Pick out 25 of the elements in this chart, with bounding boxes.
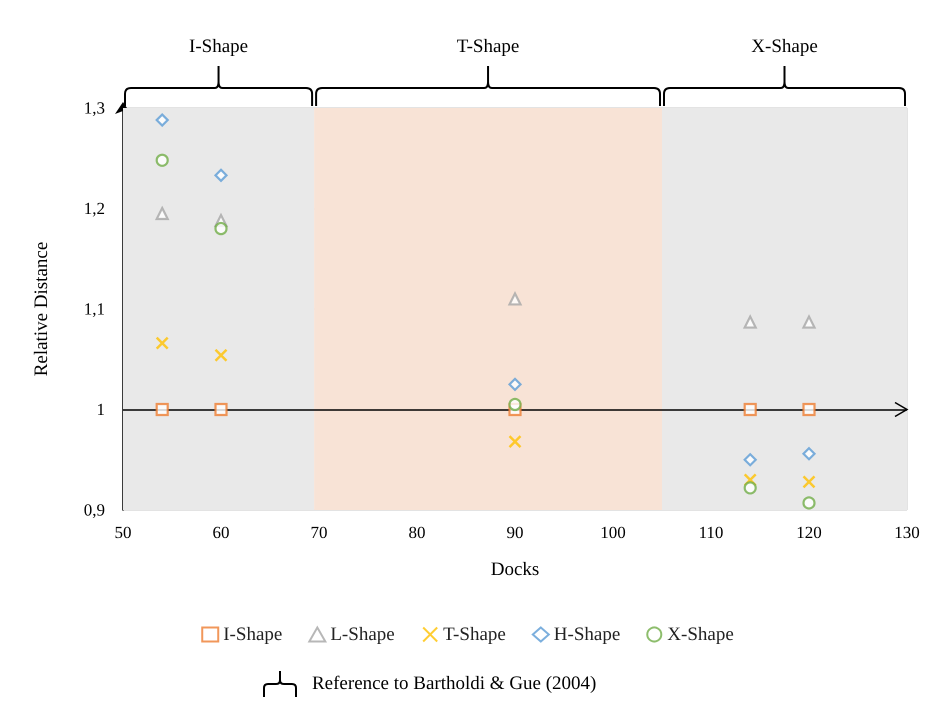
legend-label: H-Shape <box>554 624 620 645</box>
x-tick-label: 90 <box>506 523 524 542</box>
band-label: I-Shape <box>189 36 248 57</box>
legend-label: L-Shape <box>330 624 395 645</box>
x-tick-label: 130 <box>894 523 920 542</box>
band-label: T-Shape <box>456 36 520 57</box>
x-tick-label: 50 <box>114 523 132 542</box>
legend-label: T-Shape <box>443 624 506 645</box>
x-tick-label: 80 <box>408 523 426 542</box>
x-tick-label: 120 <box>796 523 822 542</box>
legend-label: I-Shape <box>223 624 282 645</box>
y-tick-label: 0,9 <box>84 500 105 520</box>
y-tick-label: 1,2 <box>84 199 105 218</box>
x-tick-label: 110 <box>698 523 724 542</box>
legend-label: X-Shape <box>667 624 734 645</box>
y-tick-label: 1,3 <box>84 98 105 118</box>
x-axis-title: Docks <box>490 559 540 580</box>
y-tick-label: 1 <box>96 400 105 419</box>
x-tick-label: 100 <box>600 523 626 542</box>
text: Reference to Bartholdi & Gue (2004) <box>312 673 596 695</box>
y-tick-label: 1,1 <box>84 300 105 318</box>
y-axis-title: Relative Distance <box>31 242 52 376</box>
x-tick-label: 70 <box>310 523 328 542</box>
x-tick-label: 60 <box>212 523 230 542</box>
band-label: X-Shape <box>751 36 818 57</box>
